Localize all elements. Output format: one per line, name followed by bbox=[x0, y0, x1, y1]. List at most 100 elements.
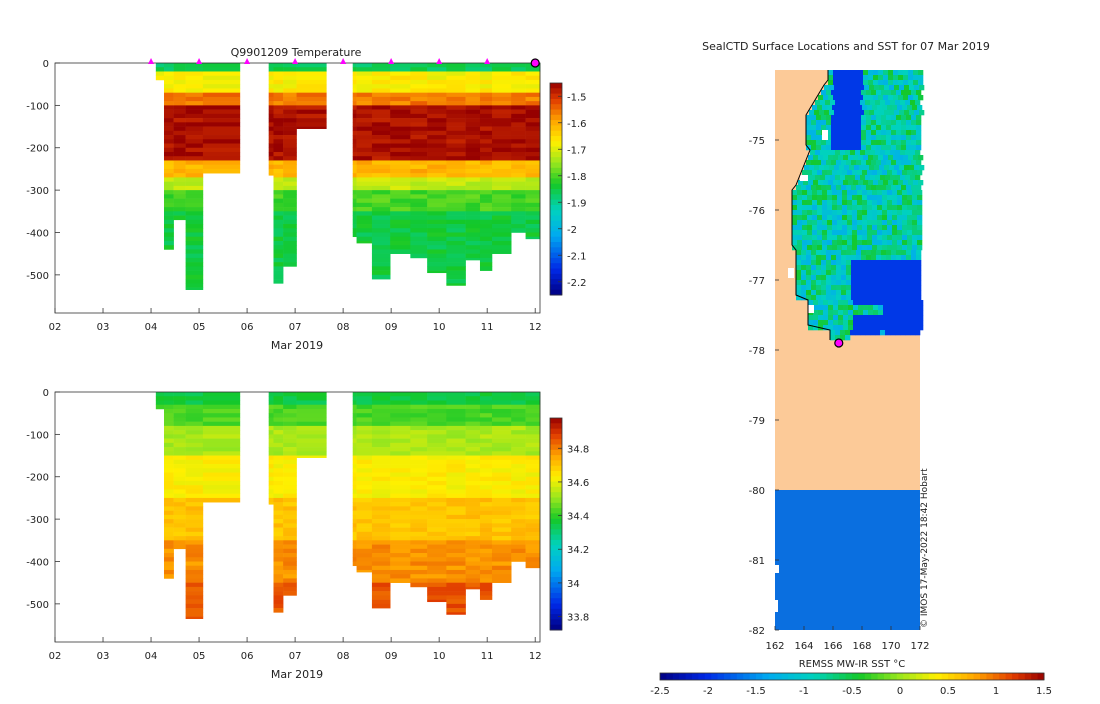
profile-cell bbox=[371, 502, 391, 507]
profile-cell bbox=[268, 497, 274, 503]
sst-cell bbox=[811, 295, 817, 301]
salinity-axes-box bbox=[54, 391, 541, 643]
sst-cell bbox=[818, 300, 824, 306]
sst-cell bbox=[906, 140, 912, 146]
sst-cell bbox=[862, 245, 868, 251]
profile-cell bbox=[511, 531, 526, 537]
sst-cell bbox=[846, 275, 852, 281]
sst-cell bbox=[796, 255, 802, 261]
profile-cell bbox=[283, 245, 297, 250]
profile-cell bbox=[371, 194, 391, 199]
colorbar-segment bbox=[903, 673, 911, 680]
profile-cell bbox=[185, 253, 204, 259]
sst-cell bbox=[836, 260, 842, 266]
profile-cell bbox=[427, 88, 447, 93]
sst-cell bbox=[881, 160, 887, 166]
sst-cell bbox=[832, 210, 838, 216]
profile-cell bbox=[164, 459, 174, 465]
profile-cell bbox=[273, 480, 284, 486]
sst-cell bbox=[915, 100, 921, 106]
sst-cell bbox=[885, 150, 891, 156]
sst-cell bbox=[890, 100, 896, 106]
profile-cell bbox=[465, 253, 481, 259]
colorbar-segment bbox=[550, 146, 562, 153]
profile-cell bbox=[390, 75, 411, 81]
profile-cell bbox=[164, 396, 174, 401]
colorbar-segment bbox=[550, 433, 562, 440]
sst-cell bbox=[911, 130, 917, 136]
sst-cell bbox=[856, 290, 862, 296]
profile-cell bbox=[525, 519, 541, 524]
profile-cell bbox=[511, 464, 526, 469]
profile-cell bbox=[479, 438, 493, 444]
colorbar-tick-label: 1 bbox=[993, 686, 999, 697]
profile-cell bbox=[273, 595, 284, 600]
sst-cell bbox=[892, 210, 898, 216]
profile-cell bbox=[410, 194, 428, 199]
profile-cell bbox=[185, 185, 204, 191]
profile-cell bbox=[511, 455, 526, 461]
profile-cell bbox=[273, 489, 284, 494]
profile-cell bbox=[446, 493, 466, 499]
sst-cell bbox=[916, 125, 922, 131]
profile-cell bbox=[479, 553, 493, 558]
profile-cell bbox=[410, 105, 428, 110]
sst-cell bbox=[903, 310, 909, 316]
profile-cell bbox=[479, 561, 493, 567]
profile-cell bbox=[283, 514, 297, 520]
colorbar-segment bbox=[1005, 673, 1013, 680]
sst-cell bbox=[895, 100, 901, 106]
sst-cell bbox=[916, 130, 922, 136]
profile-cell bbox=[352, 156, 357, 161]
sst-cell bbox=[852, 225, 858, 231]
profile-cell bbox=[491, 109, 512, 115]
current-position-marker bbox=[530, 58, 540, 68]
sst-cell bbox=[811, 270, 817, 276]
profile-cell bbox=[164, 485, 174, 490]
profile-cell bbox=[465, 164, 481, 170]
sst-cell bbox=[861, 260, 867, 266]
x-tick-label: 07 bbox=[289, 322, 302, 333]
sst-cell bbox=[807, 225, 813, 231]
sst-cell bbox=[802, 195, 808, 201]
profile-cell bbox=[446, 548, 466, 554]
profile-cell bbox=[511, 194, 526, 199]
sst-cell bbox=[876, 90, 882, 96]
sst-cell bbox=[848, 325, 854, 331]
profile-cell bbox=[446, 147, 466, 153]
profile-cell bbox=[352, 63, 357, 68]
sst-cell bbox=[883, 95, 889, 101]
sst-cell bbox=[881, 115, 887, 121]
sst-cell bbox=[842, 235, 848, 241]
sst-cell bbox=[833, 75, 839, 81]
profile-cell bbox=[511, 489, 526, 494]
sst-cell bbox=[872, 225, 878, 231]
sst-cell bbox=[912, 195, 918, 201]
profile-cell bbox=[371, 493, 391, 499]
colorbar-segment bbox=[954, 673, 962, 680]
profile-cell bbox=[268, 122, 274, 127]
sst-cell bbox=[802, 205, 808, 211]
profile-cell bbox=[371, 447, 391, 452]
profile-cell bbox=[491, 156, 512, 161]
profile-cell bbox=[479, 447, 493, 452]
sst-cell bbox=[817, 215, 823, 221]
profile-cell bbox=[164, 101, 174, 106]
profile-cell bbox=[185, 565, 204, 571]
profile-cell bbox=[173, 207, 186, 212]
sst-cell bbox=[913, 300, 919, 306]
sst-cell bbox=[907, 245, 913, 251]
profile-cell bbox=[352, 101, 357, 106]
sst-cell bbox=[821, 160, 827, 166]
colorbar-segment bbox=[550, 508, 562, 514]
sst-cell bbox=[845, 330, 851, 336]
sst-cell bbox=[796, 265, 802, 271]
sst-cell bbox=[871, 270, 877, 276]
profile-cell bbox=[390, 122, 411, 127]
colorbar-tick-label: -2 bbox=[567, 225, 577, 236]
profile-cell bbox=[390, 181, 411, 187]
profile-cell bbox=[446, 417, 466, 422]
sst-cell bbox=[917, 200, 923, 206]
sst-cell bbox=[843, 75, 849, 81]
sst-cell bbox=[877, 215, 883, 221]
